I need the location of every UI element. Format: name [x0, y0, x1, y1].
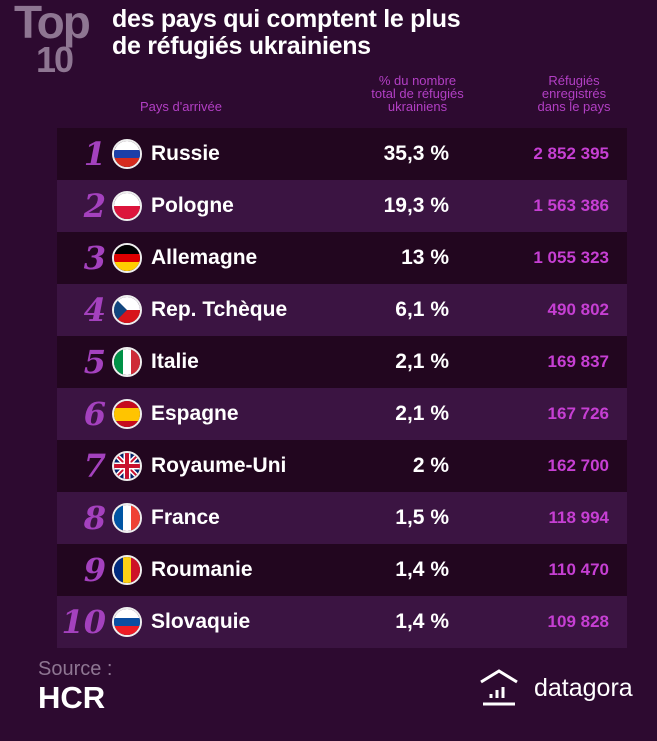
table-row: 6 Espagne 2,1 % 167 726: [57, 388, 627, 440]
rank-number: 10: [61, 603, 106, 641]
romania-flag-icon: [112, 555, 142, 585]
refugee-percent: 19,3 %: [383, 194, 449, 217]
rank-number: 1: [83, 135, 106, 173]
slovakia-flag-icon: [112, 607, 142, 637]
top-10-badge: Top 10: [14, 0, 91, 80]
table-row: 10 Slovaquie 1,4 % 109 828: [57, 596, 627, 648]
refugee-count: 118 994: [548, 508, 609, 527]
uk-flag-icon: [112, 451, 142, 481]
column-header-percent: % du nombre total de réfugiés ukrainiens: [371, 73, 464, 114]
rank-number: 9: [83, 551, 106, 589]
table-row: 2 Pologne 19,3 % 1 563 386: [57, 180, 627, 232]
column-header-count: Réfugiés enregistrés dans le pays: [537, 73, 611, 114]
table-row: 5 Italie 2,1 % 169 837: [57, 336, 627, 388]
refugee-count: 109 828: [547, 612, 609, 631]
spain-flag-icon: [112, 399, 142, 429]
source-value: HCR: [38, 680, 106, 715]
refugee-percent: 2,1 %: [395, 350, 449, 373]
column-header-country: Pays d'arrivée: [140, 99, 222, 114]
country-name: Espagne: [151, 402, 239, 425]
refugee-count: 2 852 395: [533, 144, 609, 163]
rank-number: 4: [83, 291, 106, 329]
datagora-logo: datagora: [478, 668, 633, 708]
country-name: Rep. Tchèque: [151, 298, 288, 321]
rank-number: 7: [83, 447, 106, 485]
rank-number: 3: [83, 239, 106, 277]
czech-flag-icon: [112, 295, 142, 325]
country-name: Italie: [151, 350, 199, 373]
refugee-percent: 13 %: [401, 246, 449, 269]
country-name: Russie: [151, 142, 220, 165]
france-flag-icon: [112, 503, 142, 533]
rank-number: 6: [83, 395, 106, 433]
table-row: 9 Roumanie 1,4 % 110 470: [57, 544, 627, 596]
country-name: Roumanie: [151, 558, 253, 581]
chart-house-icon: [480, 669, 518, 706]
refugee-count: 162 700: [547, 456, 609, 475]
refugee-percent: 1,4 %: [395, 610, 449, 633]
table-row: 1 Russie 35,3 % 2 852 395: [57, 128, 627, 180]
refugee-percent: 2 %: [412, 454, 449, 477]
refugee-count: 110 470: [548, 560, 609, 579]
rank-number: 5: [83, 343, 106, 381]
source-label: Source :: [38, 658, 113, 680]
russia-flag-icon: [112, 139, 142, 169]
germany-flag-icon: [112, 243, 142, 273]
refugee-count: 167 726: [547, 404, 609, 423]
table-row: 8 France 1,5 % 118 994: [57, 492, 627, 544]
refugee-percent: 6,1 %: [395, 298, 449, 321]
country-name: France: [151, 506, 220, 529]
page-title: des pays qui comptent le plus de réfugiés…: [112, 5, 461, 60]
refugee-count: 1 563 386: [533, 196, 609, 215]
rank-number: 2: [83, 187, 106, 225]
refugee-count: 490 802: [547, 300, 609, 319]
table-row: 3 Allemagne 13 % 1 055 323: [57, 232, 627, 284]
poland-flag-icon: [112, 191, 142, 221]
refugee-percent: 2,1 %: [395, 402, 449, 425]
country-name: Allemagne: [151, 246, 258, 269]
table-row: 4 Rep. Tchèque 6,1 % 490 802: [57, 284, 627, 336]
table-row: 7 Royaume-Uni 2 % 162 700: [57, 440, 627, 492]
country-name: Pologne: [151, 194, 234, 217]
ranking-table: 1 Russie 35,3 % 2 852 395 2 Pologne 19,3 % 1 56…: [57, 128, 627, 648]
refugee-percent: 1,4 %: [395, 558, 449, 581]
rank-number: 8: [83, 499, 106, 537]
country-name: Slovaquie: [151, 610, 251, 633]
italy-flag-icon: [112, 347, 142, 377]
refugee-count: 169 837: [547, 352, 609, 371]
refugee-count: 1 055 323: [533, 248, 609, 267]
country-name: Royaume-Uni: [151, 454, 287, 477]
refugee-percent: 35,3 %: [383, 142, 449, 165]
refugee-percent: 1,5 %: [395, 506, 449, 529]
